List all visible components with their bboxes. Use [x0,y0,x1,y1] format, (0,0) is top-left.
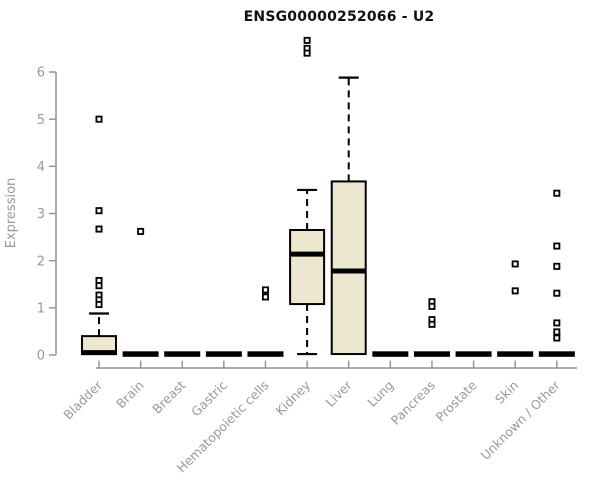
box-lung [372,351,409,357]
box-liver [330,76,367,356]
x-tick-label-pancreas: Pancreas [388,378,438,428]
box-series [81,36,575,357]
outlier-point [553,242,561,250]
outlier-point [95,115,103,123]
outlier-point [95,301,103,309]
outlier-point [95,282,103,290]
outlier-point [511,260,519,268]
y-tick-label: 3 [37,207,45,222]
outlier-point [553,334,561,342]
box-pancreas [413,298,450,357]
y-tick-label: 1 [37,301,45,316]
outlier-point [553,319,561,327]
y-tick-label: 4 [37,160,45,175]
y-tick-label: 0 [37,349,45,364]
y-tick-label: 2 [37,254,45,269]
x-tick-label-gastric: Gastric [188,377,230,419]
chart-title: ENSG00000252066 - U2 [243,9,435,25]
box-unknown-other [538,189,575,357]
flat-box [455,351,492,357]
iqr-box [330,180,367,356]
y-tick-label: 6 [37,66,45,81]
box-gastric [205,351,242,357]
y-axis-title: Expression [4,178,19,249]
flat-box [247,351,284,357]
flat-box [205,351,242,357]
iqr-box [289,229,326,306]
outlier-point [95,207,103,215]
box-bladder [81,115,117,356]
outlier-point [95,225,103,233]
flat-box [497,351,534,357]
flat-box [538,351,575,357]
outlier-point [553,189,561,197]
box-hematopoietic-cells [247,286,284,357]
box-prostate [455,351,492,357]
outlier-point [303,36,311,44]
x-tick-label-lung: Lung [364,378,396,410]
outlier-point [553,262,561,270]
x-tick-label-skin: Skin [492,378,521,407]
x-tick-label-prostate: Prostate [433,377,480,424]
outlier-point [511,287,519,295]
outlier-point [261,293,269,301]
box-breast [164,351,201,357]
outlier-point [553,328,561,336]
x-tick-label-brain: Brain [113,378,147,412]
outlier-point [553,289,561,297]
x-tick-label-kidney: Kidney [272,377,313,418]
flat-box [372,351,409,357]
outlier-point [137,227,145,235]
box-kidney [289,36,326,356]
flat-box [164,351,201,357]
flat-box [122,351,159,357]
outlier-point [303,49,311,57]
y-tick-label: 5 [37,113,45,128]
flat-box [413,351,450,357]
x-tick-label-unknown-other: Unknown / Other [478,377,564,463]
x-tick-label-bladder: Bladder [60,377,105,422]
outlier-point [261,286,269,294]
x-tick-label-breast: Breast [149,377,188,416]
box-brain [122,227,159,357]
x-tick-label-liver: Liver [323,377,356,410]
outlier-point [428,320,436,328]
box-skin [497,260,534,357]
outlier-point [428,302,436,310]
